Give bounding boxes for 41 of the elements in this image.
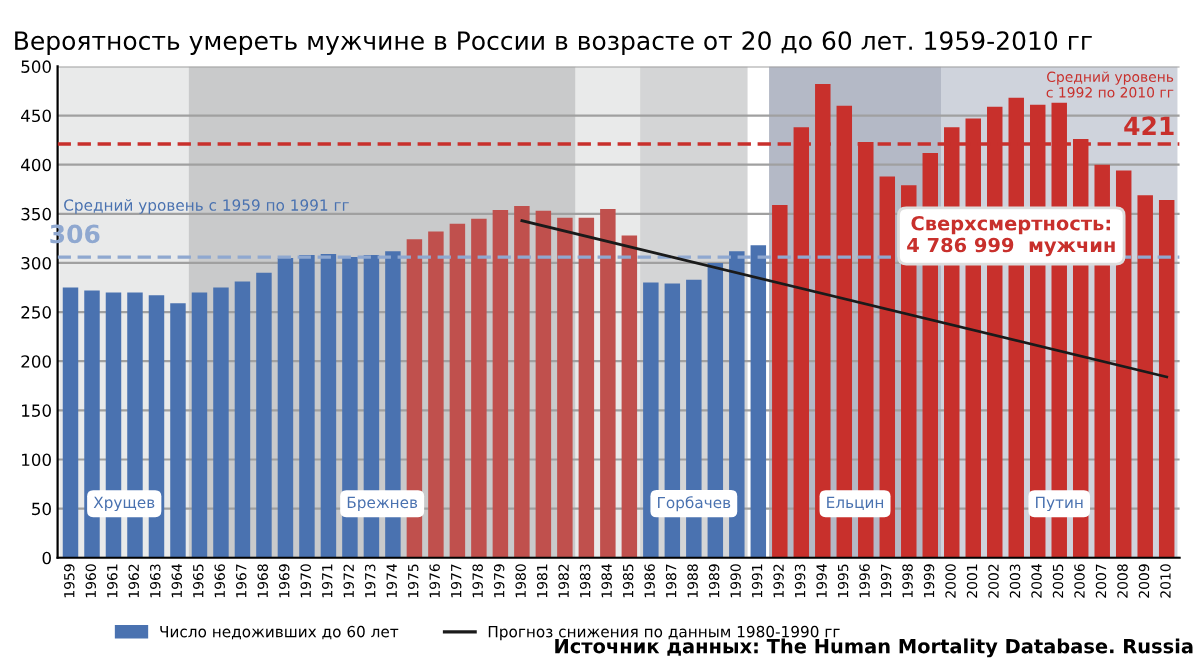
y-tick-label: 450 (21, 109, 51, 123)
ref-line-label: 421 (1124, 116, 1174, 135)
annotation: Сверхсмертность: 4 786 999 мужчин (907, 215, 1115, 257)
bar (729, 251, 745, 558)
bar (234, 281, 251, 558)
bar (772, 204, 788, 558)
bar (320, 254, 337, 558)
y-tick-label: 400 (21, 158, 51, 172)
bar (471, 218, 487, 558)
bar (256, 272, 272, 558)
bar (879, 176, 896, 558)
bar (62, 287, 79, 558)
bar (600, 208, 616, 558)
bar (213, 287, 229, 558)
bar (492, 209, 509, 558)
bar (750, 245, 767, 558)
bar (428, 231, 444, 558)
y-tick-label: 350 (21, 207, 51, 221)
bar (643, 282, 659, 558)
bar (191, 292, 208, 558)
bar (1137, 195, 1153, 558)
bar (449, 223, 466, 558)
y-tick-label: 200 (21, 355, 51, 368)
bar (1158, 200, 1175, 558)
bar (514, 205, 530, 558)
y-tick-label: 100 (22, 453, 51, 467)
bar (170, 303, 186, 558)
y-tick-label: 500 (21, 60, 51, 73)
y-tick-label: 50 (32, 502, 51, 516)
bar (299, 255, 315, 558)
y-tick-label: 250 (21, 306, 51, 319)
bar (277, 258, 294, 558)
bar (578, 217, 595, 558)
bar (535, 210, 552, 558)
y-tick-label: 300 (21, 256, 51, 270)
y-tick-label: 0 (42, 551, 51, 565)
y-tick-label: 150 (22, 404, 51, 417)
bar (557, 217, 573, 558)
text: Источник данных: The Human Mortality Database. Russia (555, 638, 1193, 658)
chart-title: Вероятность умереть мужчине в России в возрасте от 20 до 60 лет. 1959-2010 гг (15, 31, 1092, 55)
bar (621, 235, 638, 558)
